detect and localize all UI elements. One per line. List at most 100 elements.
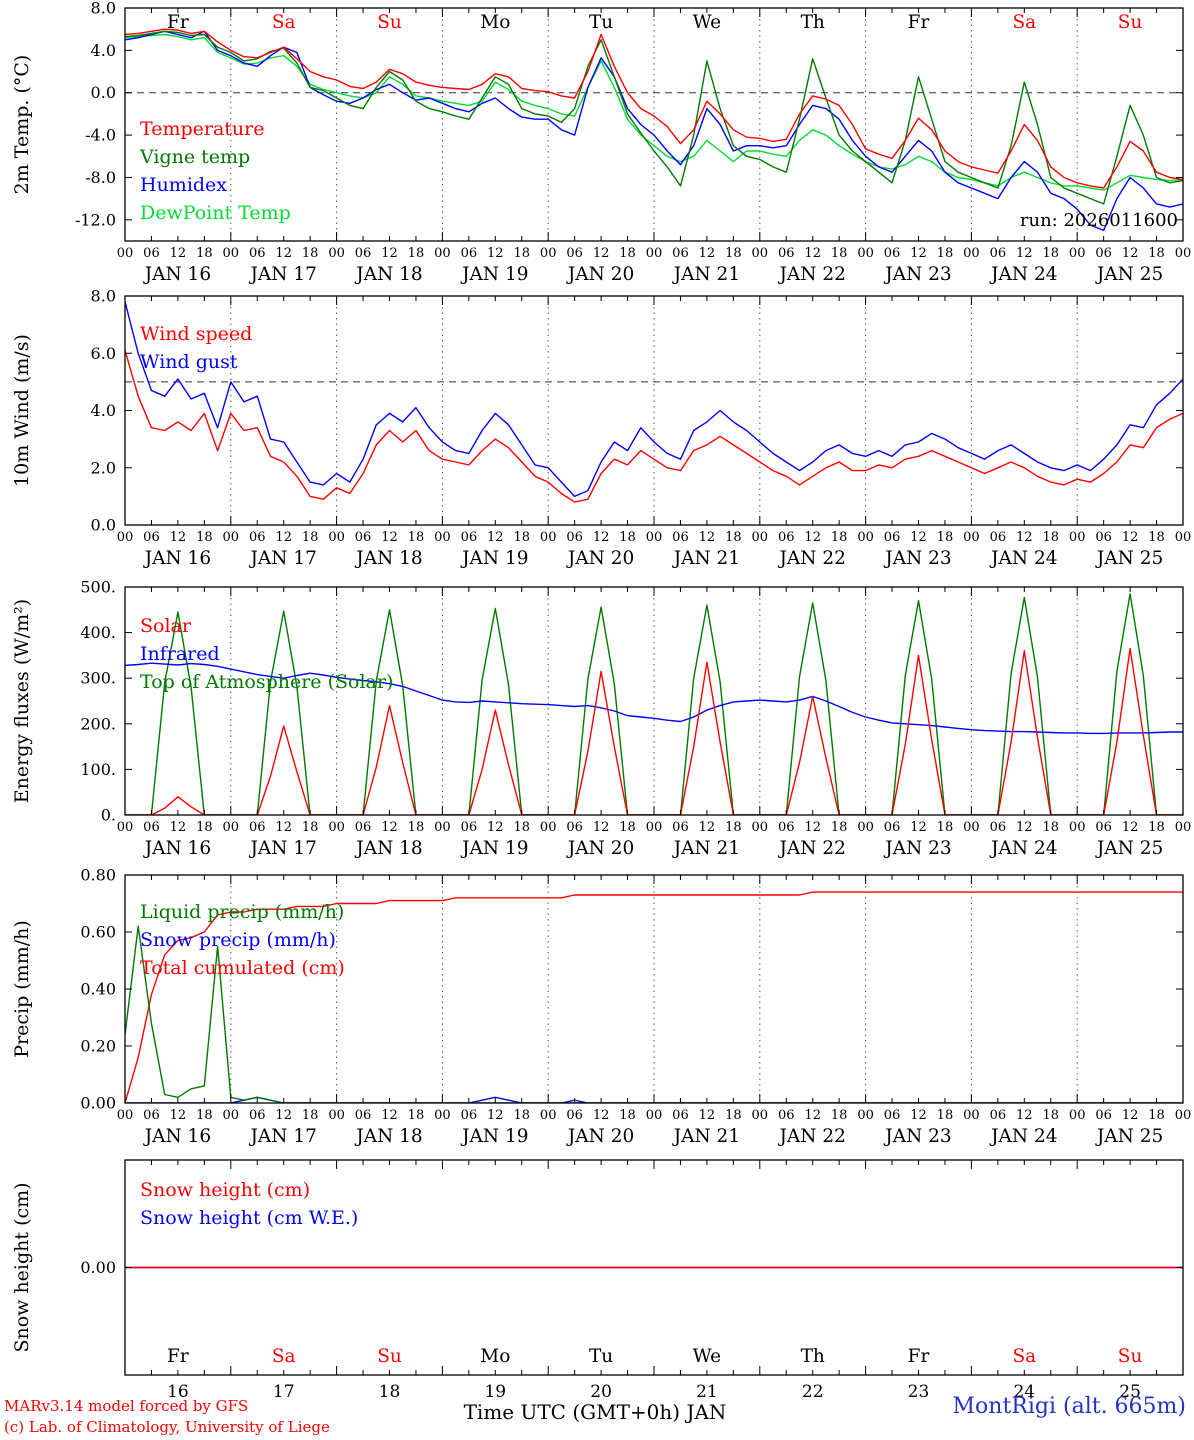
hour-tick-label: 00: [646, 1108, 663, 1123]
day-label: JAN 21: [672, 548, 740, 569]
hour-tick-label: 12: [381, 530, 398, 545]
day-label: JAN 24: [989, 838, 1057, 859]
series-top-of-atmosphere-solar: [125, 593, 1183, 815]
day-label: JAN 25: [1095, 1126, 1163, 1147]
hour-tick-label: 06: [1095, 1108, 1112, 1123]
hour-tick-label: 06: [672, 820, 689, 835]
day-label: JAN 19: [460, 548, 528, 569]
legend-humidex: Humidex: [140, 174, 227, 196]
day-label: JAN 18: [354, 264, 422, 285]
hour-tick-label: 12: [593, 246, 610, 261]
hour-tick-label: 12: [593, 820, 610, 835]
hour-tick-label: 18: [302, 1108, 319, 1123]
hour-tick-label: 12: [1122, 820, 1139, 835]
hour-tick-label: 06: [355, 820, 372, 835]
y-tick-label: 300.: [80, 669, 116, 688]
hour-tick-label: 18: [725, 246, 742, 261]
y-tick-label: 0.0: [91, 516, 116, 535]
hour-tick-label: 18: [513, 1108, 530, 1123]
hour-tick-label: 12: [804, 820, 821, 835]
hour-tick-label: 00: [117, 820, 134, 835]
hour-tick-label: 00: [1069, 1108, 1086, 1123]
model-credit-line2: (c) Lab. of Climatology, University of L…: [4, 1418, 330, 1436]
hour-tick-label: 18: [196, 820, 213, 835]
day-label: JAN 23: [883, 1126, 951, 1147]
hour-tick-label: 06: [778, 246, 795, 261]
hour-tick-label: 06: [461, 530, 478, 545]
day-label: JAN 22: [778, 548, 846, 569]
y-tick-label: 8.0: [91, 287, 116, 306]
hour-tick-label: 06: [249, 530, 266, 545]
hour-tick-label: 12: [1016, 1108, 1033, 1123]
hour-tick-label: 06: [355, 1108, 372, 1123]
y-tick-label: 4.0: [91, 401, 116, 420]
hour-tick-label: 06: [249, 246, 266, 261]
hour-tick-label: 18: [831, 530, 848, 545]
hour-tick-label: 18: [725, 1108, 742, 1123]
hour-tick-label: 18: [937, 1108, 954, 1123]
hour-tick-label: 18: [513, 246, 530, 261]
hour-tick-label: 00: [963, 1108, 980, 1123]
day-label: JAN 18: [354, 1126, 422, 1147]
y-tick-label: 500.: [80, 578, 116, 597]
hour-tick-label: 18: [302, 246, 319, 261]
weekday-label-bottom: Sa: [272, 1346, 296, 1367]
y-tick-label: 0.0: [91, 83, 116, 102]
series-humidex: [125, 30, 1183, 232]
legend-dewpoint-temp: DewPoint Temp: [140, 202, 291, 224]
hour-tick-label: 12: [1016, 530, 1033, 545]
y-tick-label: 0.60: [80, 923, 116, 942]
hour-tick-label: 12: [381, 820, 398, 835]
day-number-label: 17: [273, 1382, 295, 1402]
hour-tick-label: 00: [857, 1108, 874, 1123]
weekday-label-top: Fr: [908, 12, 930, 33]
y-tick-label: 6.0: [91, 344, 116, 363]
hour-tick-label: 00: [434, 246, 451, 261]
day-label: JAN 24: [989, 1126, 1057, 1147]
y-tick-label: 0.40: [80, 980, 116, 999]
hour-tick-label: 12: [487, 1108, 504, 1123]
hour-tick-label: 12: [699, 1108, 716, 1123]
weekday-label-bottom: Tu: [589, 1346, 613, 1367]
weekday-label-top: Sa: [272, 12, 296, 33]
legend-top-of-atmosphere-solar: Top of Atmosphere (Solar): [140, 671, 393, 693]
day-label: JAN 19: [460, 838, 528, 859]
series-vigne-temp: [125, 30, 1183, 205]
hour-tick-label: 06: [355, 246, 372, 261]
legend-snow-precip-mm-h: Snow precip (mm/h): [140, 929, 336, 951]
series-wind-gust: [125, 301, 1183, 498]
hour-tick-label: 12: [593, 1108, 610, 1123]
hour-tick-label: 06: [778, 1108, 795, 1123]
legend-wind-gust: Wind gust: [140, 351, 238, 373]
y-tick-label: 0.80: [80, 866, 116, 885]
day-label: JAN 23: [883, 838, 951, 859]
time-axis-title: Time UTC (GMT+0h) JAN: [463, 1400, 727, 1424]
y-tick-label: 2.0: [91, 458, 116, 477]
y-tick-label: 100.: [80, 760, 116, 779]
hour-tick-label: 12: [170, 246, 187, 261]
hour-tick-label: 06: [884, 530, 901, 545]
hour-tick-label: 00: [117, 246, 134, 261]
day-label: JAN 22: [778, 264, 846, 285]
day-label: JAN 16: [143, 1126, 211, 1147]
hour-tick-label: 06: [884, 1108, 901, 1123]
day-label: JAN 24: [989, 548, 1057, 569]
y-tick-label: -12.0: [75, 210, 116, 229]
hour-tick-label: 18: [1148, 246, 1165, 261]
hour-tick-label: 18: [619, 1108, 636, 1123]
hour-tick-label: 00: [752, 246, 769, 261]
hour-tick-label: 06: [990, 1108, 1007, 1123]
day-label: JAN 25: [1095, 264, 1163, 285]
hour-tick-label: 06: [249, 820, 266, 835]
day-label: JAN 18: [354, 838, 422, 859]
weekday-label-bottom: Sa: [1012, 1346, 1036, 1367]
hour-tick-label: 18: [937, 246, 954, 261]
hour-tick-label: 00: [752, 530, 769, 545]
hour-tick-label: 12: [381, 246, 398, 261]
y-tick-label: 0.: [101, 806, 116, 825]
hour-tick-label: 18: [1148, 530, 1165, 545]
day-label: JAN 22: [778, 1126, 846, 1147]
hour-tick-label: 12: [910, 1108, 927, 1123]
hour-tick-label: 18: [619, 820, 636, 835]
